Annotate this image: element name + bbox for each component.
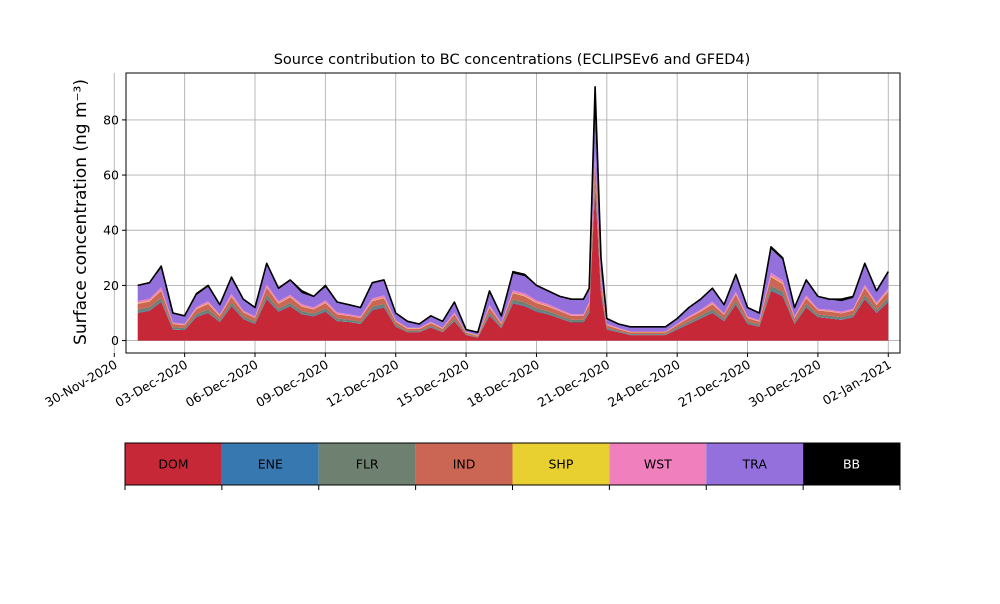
legend-label-shp: SHP [549, 457, 574, 472]
legend-swatch-wst [609, 443, 707, 485]
stacked-areas [137, 86, 889, 341]
legend-swatch-bb [803, 443, 900, 485]
legend-swatch-ind [415, 443, 513, 485]
legend-swatch-shp [512, 443, 610, 485]
legend-label-wst: WST [644, 457, 672, 472]
legend-swatch-flr [318, 443, 416, 485]
y-tick-label: 0 [111, 333, 119, 348]
legend-swatch-ene [221, 443, 319, 485]
legend-label-bb: BB [843, 457, 860, 472]
legend-label-dom: DOM [158, 457, 188, 472]
y-tick-label: 20 [103, 278, 119, 293]
chart-title: Source contribution to BC concentrations… [274, 52, 751, 68]
y-tick-label: 80 [103, 112, 119, 127]
legend-swatch-tra [706, 443, 804, 485]
area-dom [137, 188, 889, 341]
y-tick-label: 60 [103, 168, 119, 183]
legend-swatch-dom [125, 443, 222, 485]
legend-label-flr: FLR [356, 457, 379, 472]
legend-colorbar: DOM ENE FLR IND SHP WST TRA BB [124, 442, 901, 490]
y-axis-label: Surface concentration (ng m⁻³) [71, 79, 91, 345]
total-line [137, 86, 889, 334]
legend-label-tra: TRA [742, 457, 768, 472]
plot-frame [125, 72, 901, 354]
legend-label-ind: IND [453, 457, 476, 472]
y-tick-label: 40 [103, 223, 119, 238]
legend-label-ene: ENE [258, 457, 283, 472]
